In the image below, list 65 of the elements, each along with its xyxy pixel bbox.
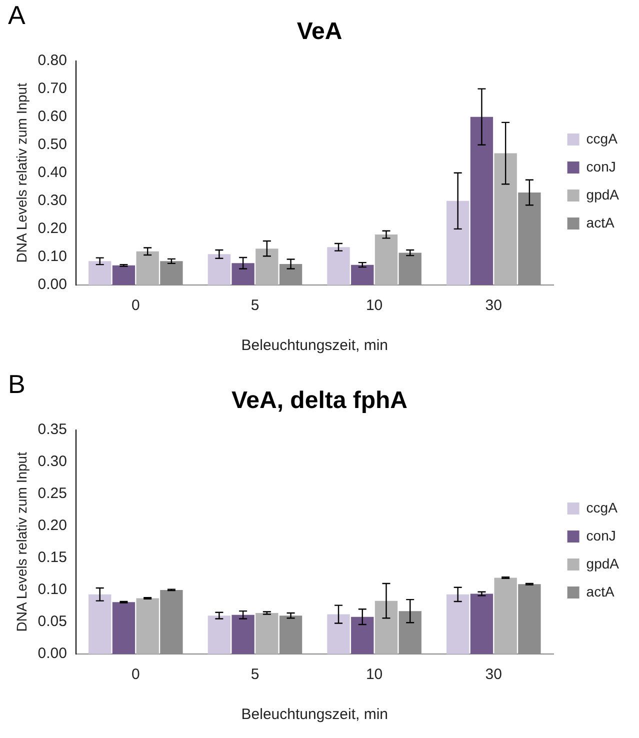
bar (446, 594, 470, 654)
bar (88, 594, 112, 654)
bar (446, 200, 470, 285)
y-tick-label: 0.00 (38, 276, 67, 294)
x-tick-label: 0 (131, 666, 140, 684)
bar (112, 602, 136, 654)
legend-label: actA (586, 583, 615, 600)
legend-label: conJ (586, 158, 616, 174)
y-tick-label: 0.80 (38, 52, 67, 69)
y-axis-title: DNA Levels relativ zum Input (13, 452, 30, 632)
y-tick-label: 0.50 (38, 136, 67, 154)
x-tick-label: 30 (485, 666, 502, 684)
legend-label: ccgA (586, 130, 618, 146)
chart-title: VeA, delta fphA (231, 387, 408, 414)
y-tick-label: 0.25 (38, 485, 67, 502)
legend-label: ccgA (586, 499, 618, 516)
bar (208, 616, 231, 654)
y-tick-label: 0.20 (38, 517, 67, 534)
y-tick-label: 0.40 (38, 164, 67, 182)
x-tick-label: 5 (250, 666, 260, 684)
x-tick-label: 10 (366, 297, 383, 314)
legend-label: actA (586, 214, 615, 230)
bar (470, 594, 494, 654)
y-tick-label: 0.10 (38, 581, 67, 598)
bar (136, 598, 159, 654)
y-tick-label: 0.70 (38, 80, 67, 97)
y-tick-label: 0.35 (38, 420, 67, 438)
x-axis-title: Beleuchtungszeit, min (241, 706, 388, 724)
bar (470, 116, 494, 285)
y-tick-label: 0.60 (38, 108, 67, 125)
bar (351, 264, 374, 285)
bar (256, 613, 278, 654)
bar (208, 254, 231, 285)
y-tick-label: 0.10 (38, 248, 67, 266)
y-axis-title: DNA Levels relativ zum Input (13, 82, 30, 263)
bar (374, 234, 398, 285)
y-tick-label: 0.20 (38, 220, 67, 238)
y-tick-label: 0.00 (38, 645, 67, 662)
bar (232, 614, 254, 654)
legend-label: gpdA (586, 186, 620, 202)
bar (494, 153, 517, 285)
bar (232, 263, 254, 285)
bar (327, 614, 350, 654)
legend-label: gpdA (586, 555, 620, 572)
x-tick-label: 0 (131, 297, 140, 314)
text: B (8, 369, 26, 400)
x-tick-label: 5 (250, 297, 260, 314)
text: A (8, 0, 26, 30)
bar (136, 251, 159, 285)
y-tick-label: 0.30 (38, 452, 67, 470)
bar (374, 600, 398, 654)
bar (494, 578, 517, 654)
bar (327, 247, 350, 285)
legend-label: conJ (586, 527, 616, 544)
bar (112, 265, 136, 285)
y-tick-label: 0.15 (38, 549, 67, 566)
bar (88, 261, 112, 285)
x-tick-label: 30 (485, 297, 502, 314)
x-tick-label: 10 (366, 666, 383, 684)
chart-title: VeA (296, 18, 342, 46)
bar (256, 248, 278, 285)
y-tick-label: 0.30 (38, 192, 67, 210)
bar (351, 616, 374, 654)
y-tick-label: 0.05 (38, 613, 67, 630)
x-axis-title: Beleuchtungszeit, min (241, 337, 388, 354)
